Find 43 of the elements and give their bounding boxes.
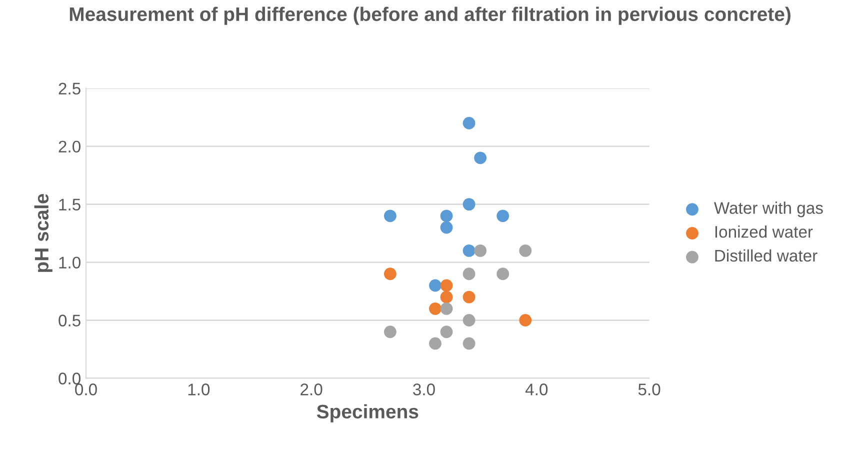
y-tick-label: 2.0 [58, 140, 80, 153]
legend-label: Ionized water [715, 226, 813, 238]
x-tick-label: 0.0 [75, 384, 97, 396]
point [462, 198, 476, 211]
point [462, 314, 476, 326]
y-axis-title: pH scale [34, 194, 52, 272]
x-tick-label: 5.0 [638, 384, 660, 396]
point [429, 302, 442, 315]
point [496, 268, 510, 280]
x-tick-label: 3.0 [413, 384, 435, 396]
y-tick-label: 1.0 [59, 256, 80, 268]
y-tick-label: 0.0 [58, 372, 80, 384]
point [474, 152, 487, 164]
point [429, 337, 442, 350]
chart-title: Measurement of pH difference (before and after filtration in pervious concrete) [70, 6, 790, 25]
y-tick-label: 1.5 [59, 198, 80, 211]
legend-label: Water with gas [714, 202, 823, 218]
point [462, 244, 476, 257]
point [496, 210, 510, 222]
y-tick-label: 0.5 [58, 314, 80, 326]
point [519, 244, 532, 257]
point [440, 326, 453, 338]
legend-label: Distilled water [715, 249, 818, 262]
point [384, 326, 396, 338]
point [440, 279, 453, 292]
x-tick-label: 4.0 [525, 384, 548, 396]
x-tick-label: 1.0 [188, 384, 210, 396]
x-axis-title: Specimens [316, 404, 418, 422]
point [440, 221, 453, 234]
point [462, 290, 476, 304]
point [429, 279, 442, 292]
point [474, 244, 487, 257]
point [384, 268, 396, 280]
point [519, 314, 532, 326]
point [440, 302, 453, 315]
x-tick-label: 2.0 [300, 384, 322, 396]
y-tick-label: 2.5 [58, 82, 80, 95]
point [440, 210, 453, 222]
point [462, 337, 476, 350]
point [440, 290, 453, 304]
point [384, 210, 396, 222]
point [462, 116, 476, 130]
point [462, 268, 476, 280]
